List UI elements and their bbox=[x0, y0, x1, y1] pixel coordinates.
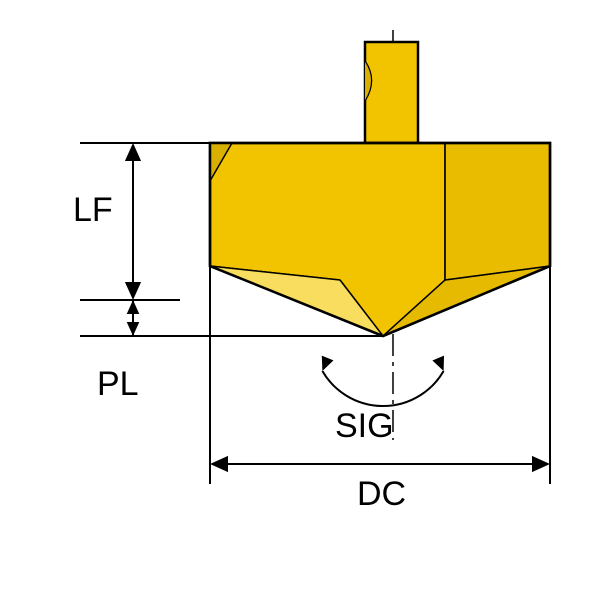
label-dc: DC bbox=[357, 475, 406, 513]
angle-arc bbox=[322, 371, 443, 406]
label-sig: SIG bbox=[335, 407, 394, 445]
label-lf: LF bbox=[73, 191, 113, 229]
label-pl: PL bbox=[97, 365, 139, 403]
tool-body bbox=[210, 42, 550, 336]
